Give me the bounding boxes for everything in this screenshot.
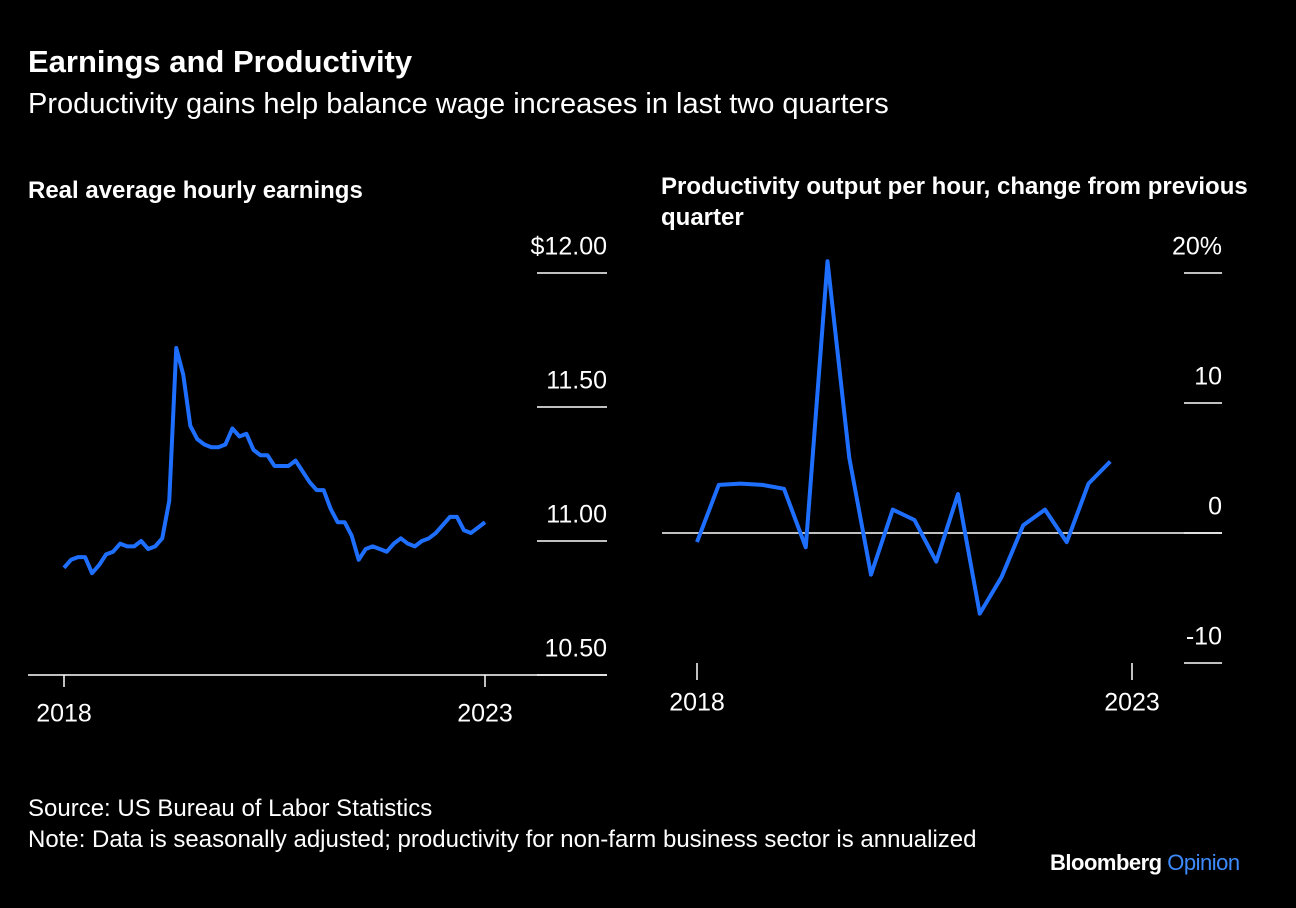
x-tick-label: 2018 bbox=[36, 700, 92, 728]
y-tick-label: 11.00 bbox=[546, 501, 607, 529]
x-tick-label: 2023 bbox=[457, 700, 513, 728]
x-tick-label: 2018 bbox=[669, 689, 725, 717]
y-tick-label: 10.50 bbox=[544, 635, 607, 663]
y-tick-label: $12.00 bbox=[531, 233, 607, 261]
data-line bbox=[62, 346, 487, 576]
brand: Bloomberg Opinion bbox=[1050, 850, 1240, 876]
y-tick-label: 20% bbox=[1172, 233, 1222, 261]
subtitle: Productivity gains help balance wage inc… bbox=[28, 88, 889, 120]
title: Earnings and Productivity bbox=[28, 44, 413, 79]
y-tick-label: 0 bbox=[1208, 493, 1222, 521]
y-tick-label: 11.50 bbox=[546, 367, 607, 395]
brand-name: Bloomberg bbox=[1050, 850, 1162, 875]
y-tick-label: -10 bbox=[1186, 623, 1222, 651]
chart-title: Productivity output per hour, change fro… bbox=[661, 173, 1248, 231]
data-line bbox=[695, 259, 1112, 616]
x-tick-label: 2023 bbox=[1104, 689, 1160, 717]
brand-product: Opinion bbox=[1167, 850, 1240, 875]
note: Note: Data is seasonally adjusted; produ… bbox=[28, 826, 977, 853]
chart-title: Real average hourly earnings bbox=[28, 177, 363, 204]
y-tick-label: 10 bbox=[1194, 363, 1222, 391]
source: Source: US Bureau of Labor Statistics bbox=[28, 795, 433, 822]
